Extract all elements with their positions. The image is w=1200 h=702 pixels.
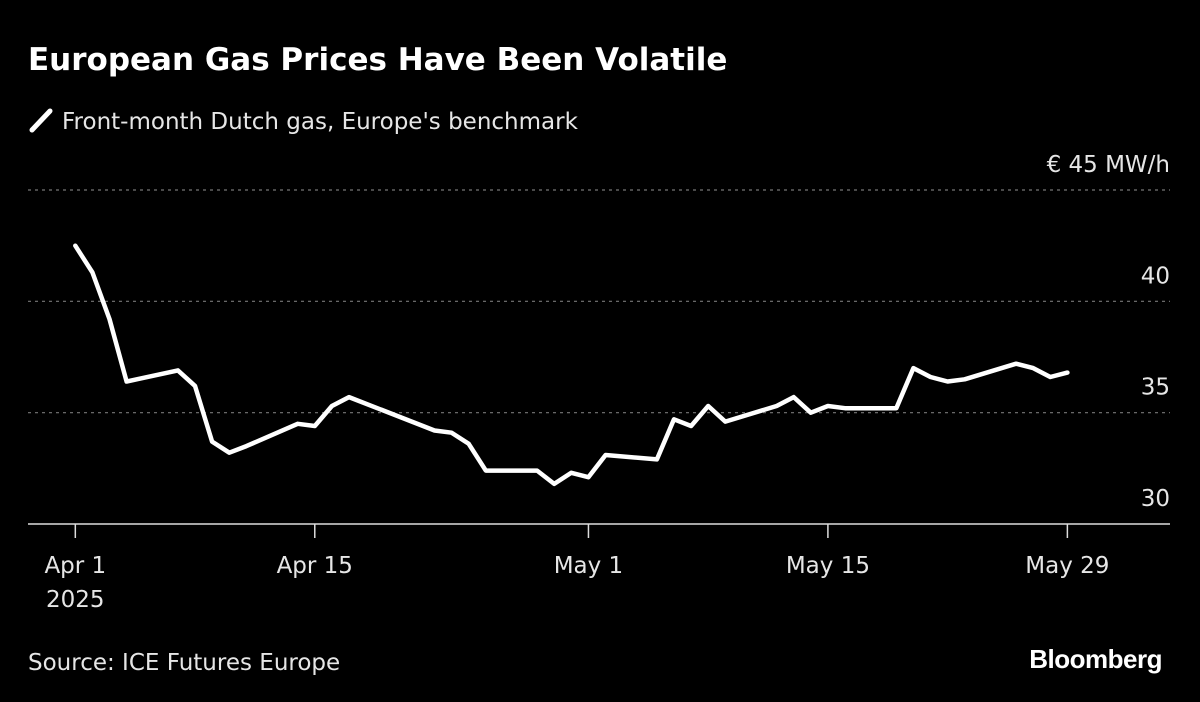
x-tick-label: May 1 bbox=[554, 553, 624, 579]
brand: Bloomberg bbox=[1029, 644, 1162, 674]
x-tick-label: May 15 bbox=[786, 553, 870, 579]
x-tick-label: Apr 1 bbox=[44, 553, 106, 579]
y-tick-label: 40 bbox=[1141, 263, 1170, 289]
legend-swatch bbox=[29, 108, 53, 133]
chart-title: European Gas Prices Have Been Volatile bbox=[28, 42, 727, 78]
y-tick-label: 35 bbox=[1141, 375, 1170, 401]
x-tick-sublabel: 2025 bbox=[46, 587, 105, 613]
y-tick-label: € 45 MW/h bbox=[1047, 152, 1170, 178]
source: Source: ICE Futures Europe bbox=[28, 650, 340, 676]
line bbox=[73, 243, 1070, 487]
legend-label: Front-month Dutch gas, Europe's benchmar… bbox=[62, 109, 579, 135]
y-tick-label: 30 bbox=[1141, 486, 1170, 512]
x-tick-label: Apr 15 bbox=[277, 553, 353, 579]
x-tick-label: May 29 bbox=[1025, 553, 1109, 579]
